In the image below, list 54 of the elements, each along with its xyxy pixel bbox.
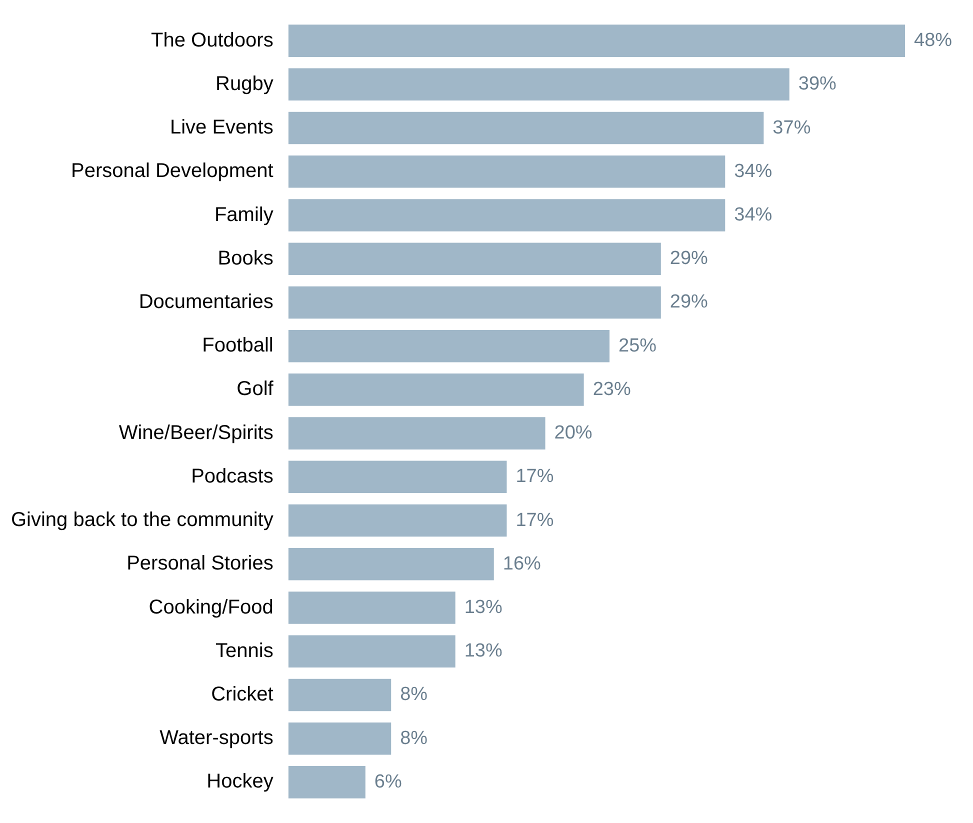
data-label: 20% bbox=[554, 422, 592, 444]
data-label: 13% bbox=[464, 640, 502, 662]
y-tick-label: Family bbox=[214, 204, 274, 226]
data-label: 29% bbox=[670, 292, 708, 313]
data-label: 34% bbox=[734, 160, 772, 182]
bar bbox=[288, 678, 392, 712]
data-label: 8% bbox=[400, 684, 428, 706]
bar bbox=[288, 722, 392, 755]
bar bbox=[288, 24, 905, 57]
data-label: 17% bbox=[516, 510, 554, 531]
y-tick-label: Football bbox=[202, 334, 274, 357]
bar bbox=[288, 374, 584, 406]
y-tick-label: Documentaries bbox=[138, 290, 274, 313]
y-tick-label: The Outdoors bbox=[151, 29, 274, 52]
data-label: 39% bbox=[798, 74, 837, 95]
y-tick-label: Hockey bbox=[206, 770, 274, 793]
bar bbox=[288, 156, 726, 188]
bar bbox=[288, 417, 546, 450]
y-tick-label: Rugby bbox=[216, 72, 274, 95]
data-label: 29% bbox=[670, 248, 708, 270]
bar bbox=[288, 460, 507, 494]
y-tick-label: Wine/Beer/Spirits bbox=[118, 422, 274, 444]
data-label: 8% bbox=[400, 728, 428, 749]
data-label: 13% bbox=[464, 596, 502, 618]
data-label: 48% bbox=[914, 30, 952, 52]
bar bbox=[288, 112, 764, 144]
data-label: 37% bbox=[772, 117, 811, 138]
y-tick-label: Personal Stories bbox=[126, 552, 274, 575]
data-label: 6% bbox=[374, 771, 402, 792]
bar bbox=[288, 199, 726, 232]
bar bbox=[288, 242, 661, 275]
y-tick-label: Golf bbox=[236, 378, 274, 400]
bar bbox=[288, 592, 456, 624]
y-tick-label: Podcasts bbox=[191, 465, 274, 488]
bar bbox=[288, 635, 456, 668]
y-tick-label: Cooking/Food bbox=[148, 596, 274, 618]
y-tick-label: Water-sports bbox=[160, 727, 274, 750]
bar bbox=[288, 68, 790, 101]
data-label: 23% bbox=[592, 378, 631, 400]
y-tick-label: Cricket bbox=[211, 683, 274, 706]
data-label: 25% bbox=[618, 335, 657, 356]
bar bbox=[288, 766, 366, 798]
y-tick-label: Live Events bbox=[170, 116, 274, 139]
y-tick-label: Personal Development bbox=[70, 160, 274, 182]
y-tick-label: Giving back to the community bbox=[10, 509, 274, 532]
y-tick-label: Books bbox=[218, 247, 274, 270]
data-label: 16% bbox=[502, 553, 542, 574]
bar bbox=[288, 330, 610, 362]
y-tick-label: Tennis bbox=[216, 640, 274, 662]
bar bbox=[288, 548, 494, 580]
bar bbox=[288, 504, 507, 537]
data-label: 34% bbox=[734, 204, 772, 226]
data-label: 17% bbox=[516, 466, 554, 488]
bar bbox=[288, 286, 661, 319]
